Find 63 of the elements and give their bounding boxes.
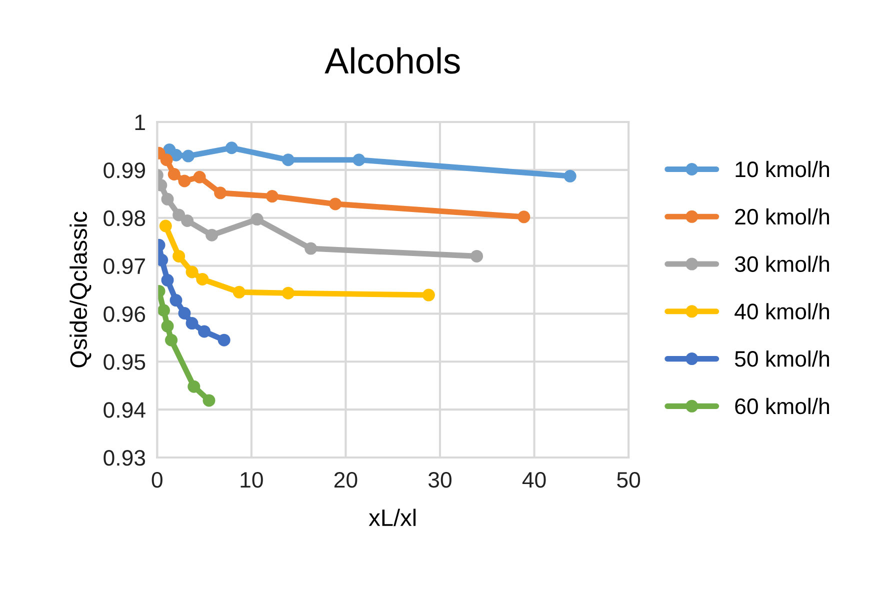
point bbox=[518, 210, 530, 224]
point bbox=[352, 154, 366, 166]
point bbox=[422, 288, 435, 302]
point bbox=[198, 325, 211, 338]
legend-label: 40 kmol/h bbox=[734, 303, 829, 320]
y-tick-label: 0.94 bbox=[104, 402, 146, 418]
y-tick-label: 1 bbox=[135, 114, 145, 130]
point bbox=[282, 286, 294, 300]
x-tick-label: 0 bbox=[152, 472, 162, 488]
point bbox=[159, 220, 172, 232]
y-tick-label: 0.97 bbox=[104, 258, 145, 274]
point bbox=[178, 174, 191, 188]
y-axis-title: Qside/Qclassic bbox=[70, 212, 92, 368]
point bbox=[165, 334, 178, 346]
point bbox=[470, 250, 484, 262]
legend-label: 50 kmol/h bbox=[734, 350, 829, 367]
point bbox=[160, 154, 173, 166]
point bbox=[161, 274, 174, 286]
point bbox=[196, 272, 209, 286]
x-axis-title: xL/xl bbox=[368, 508, 416, 526]
point bbox=[232, 286, 246, 298]
point bbox=[250, 213, 264, 226]
x-tick-label: 10 bbox=[240, 472, 263, 488]
x-tick-label: 30 bbox=[428, 472, 452, 488]
point bbox=[188, 380, 200, 393]
point bbox=[170, 148, 182, 162]
point bbox=[564, 170, 576, 182]
point bbox=[172, 208, 186, 222]
point bbox=[329, 198, 342, 210]
legend-label: 30 kmol/h bbox=[734, 256, 829, 272]
point bbox=[157, 304, 170, 317]
point bbox=[161, 192, 174, 206]
point bbox=[304, 242, 318, 255]
point bbox=[182, 150, 195, 162]
y-tick-label: 0.99 bbox=[104, 162, 145, 178]
point bbox=[168, 168, 180, 180]
point bbox=[157, 254, 168, 266]
point bbox=[161, 320, 174, 332]
point bbox=[178, 306, 191, 320]
legend-label: 10 kmol/h bbox=[736, 160, 829, 178]
point bbox=[170, 294, 182, 307]
chart-title: Alcohols bbox=[324, 47, 460, 74]
point bbox=[282, 154, 294, 166]
point bbox=[214, 186, 227, 200]
x-tick-label: 50 bbox=[617, 472, 640, 488]
x-tick-label: 20 bbox=[334, 472, 358, 488]
y-tick-label: 0.93 bbox=[104, 450, 146, 466]
point bbox=[172, 250, 186, 262]
y-tick-label: 0.95 bbox=[104, 354, 146, 370]
point bbox=[186, 266, 198, 278]
legend-label: 60 kmol/h bbox=[735, 398, 829, 414]
point bbox=[186, 317, 198, 330]
point bbox=[266, 190, 278, 203]
point bbox=[218, 334, 230, 346]
y-tick-label: 0.98 bbox=[104, 210, 146, 226]
point bbox=[202, 394, 216, 407]
point bbox=[181, 214, 194, 227]
legend-label: 20 kmol/h bbox=[735, 208, 829, 225]
point bbox=[193, 170, 206, 184]
y-tick-label: 0.96 bbox=[104, 306, 146, 322]
x-tick-label: 40 bbox=[522, 472, 546, 488]
point bbox=[206, 228, 218, 242]
point bbox=[225, 142, 238, 154]
